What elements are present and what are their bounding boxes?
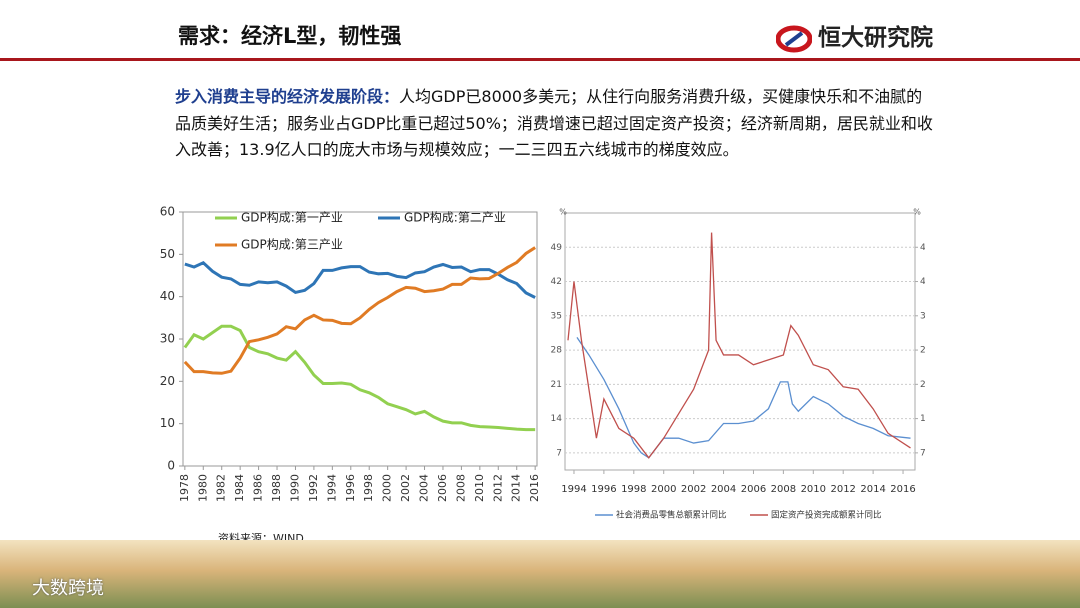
logo-text: 恒大研究院 [818, 25, 933, 51]
x-tick-label: 1996 [591, 484, 616, 495]
x-tick-label: 1988 [270, 474, 283, 502]
y-tick-label: 30 [160, 332, 175, 346]
x-tick-label: 2014 [510, 474, 523, 502]
y-tick-label: 21 [551, 380, 562, 390]
legend-label: GDP构成:第二产业 [404, 210, 506, 225]
logo: 恒大研究院 [775, 18, 933, 53]
x-tick-label: 2008 [454, 474, 467, 502]
x-tick-label: 1982 [215, 474, 228, 502]
legend-label: 固定资产投资完成额累计同比 [771, 510, 882, 521]
x-tick-label: 2012 [830, 484, 855, 495]
x-tick-label: 2014 [860, 484, 885, 495]
y-tick-label: 14 [551, 414, 563, 424]
x-tick-label: 2006 [741, 484, 766, 495]
y-tick-label: 20 [160, 374, 175, 388]
paragraph: 步入消费主导的经济发展阶段：人均GDP已8000多美元；从住行向服务消费升级，买… [175, 84, 935, 164]
y2-tick-label: 14 [920, 414, 925, 424]
series-line [184, 261, 536, 299]
x-tick-label: 1984 [233, 474, 246, 502]
y-tick-label: 50 [160, 247, 175, 261]
series-line [183, 324, 536, 432]
x-tick-label: 2016 [890, 484, 915, 495]
y-tick-label: 28 [551, 346, 563, 356]
body-text: 人均GDP已8000多美元；从住行向服务消费升级，买健康快乐和不油腻的品质美好生… [175, 87, 933, 159]
y-tick-label: 42 [551, 277, 562, 287]
legend-label: 社会消费品零售总额累计同比 [616, 510, 727, 521]
y-tick-label: 35 [551, 311, 562, 321]
x-tick-label: 2010 [801, 484, 826, 495]
x-tick-label: 1980 [196, 474, 209, 502]
y2-tick-label: 35 [920, 311, 925, 321]
slide-title: 需求：经济L型，韧性强 [178, 24, 402, 48]
y2-tick-label: 42 [920, 277, 925, 287]
x-tick-label: 2006 [436, 474, 449, 502]
legend-label: GDP构成:第三产业 [241, 237, 343, 252]
x-tick-label: 1998 [621, 484, 646, 495]
x-tick-label: 2002 [399, 474, 412, 502]
legend-label: GDP构成:第一产业 [241, 210, 343, 225]
footer-image [0, 540, 1080, 608]
y-tick-label: 10 [160, 416, 175, 430]
y-tick-label: 7 [556, 448, 562, 458]
plot-frame [564, 212, 916, 471]
y-axis-unit: % [559, 208, 567, 217]
x-tick-label: 1994 [561, 484, 586, 495]
x-tick-label: 1994 [325, 474, 338, 502]
chart-gdp: 0 10 20 30 40 50 60 1978 1980 1982 1984 1986 1988 199… [160, 205, 541, 503]
x-tick-label: 2002 [681, 484, 706, 495]
x-tick-label: 2008 [771, 484, 796, 495]
y2-tick-label: 21 [920, 380, 925, 390]
x-tick-label: 2004 [711, 484, 736, 495]
series-line [567, 232, 911, 459]
x-tick-label: 1998 [362, 474, 375, 502]
watermark: 大数跨境 [32, 578, 104, 599]
x-tick-label: 2012 [491, 474, 504, 502]
lead: 步入消费主导的经济发展阶段： [175, 87, 400, 106]
y-tick-label: 0 [167, 459, 175, 473]
y2-axis-unit: % [913, 208, 921, 217]
y-tick-label: 49 [551, 243, 563, 253]
y2-tick-label: 49 [920, 243, 925, 253]
y-tick-label: 60 [160, 205, 175, 219]
header-rule [0, 58, 1080, 61]
x-tick-label: 2016 [528, 474, 541, 502]
x-tick-label: 1986 [252, 474, 265, 502]
series-line [576, 336, 911, 459]
x-tick-label: 2000 [381, 474, 394, 502]
y2-tick-label: 7 [920, 448, 925, 458]
x-tick-label: 1990 [288, 474, 301, 502]
y2-tick-label: 28 [920, 346, 925, 356]
x-tick-label: 1978 [178, 474, 191, 502]
series-line [183, 246, 536, 375]
x-tick-label: 2000 [651, 484, 676, 495]
x-tick-label: 2004 [418, 474, 431, 502]
chart-growth: %% 7 14 21 28 35 42 49 7 14 21 28 35 42 49 1994 1996 1998… [551, 208, 925, 521]
y-tick-label: 40 [160, 289, 175, 303]
logo-icon [775, 25, 813, 52]
x-tick-label: 2010 [473, 474, 486, 502]
x-tick-label: 1992 [307, 474, 320, 502]
x-tick-label: 1996 [344, 474, 357, 502]
